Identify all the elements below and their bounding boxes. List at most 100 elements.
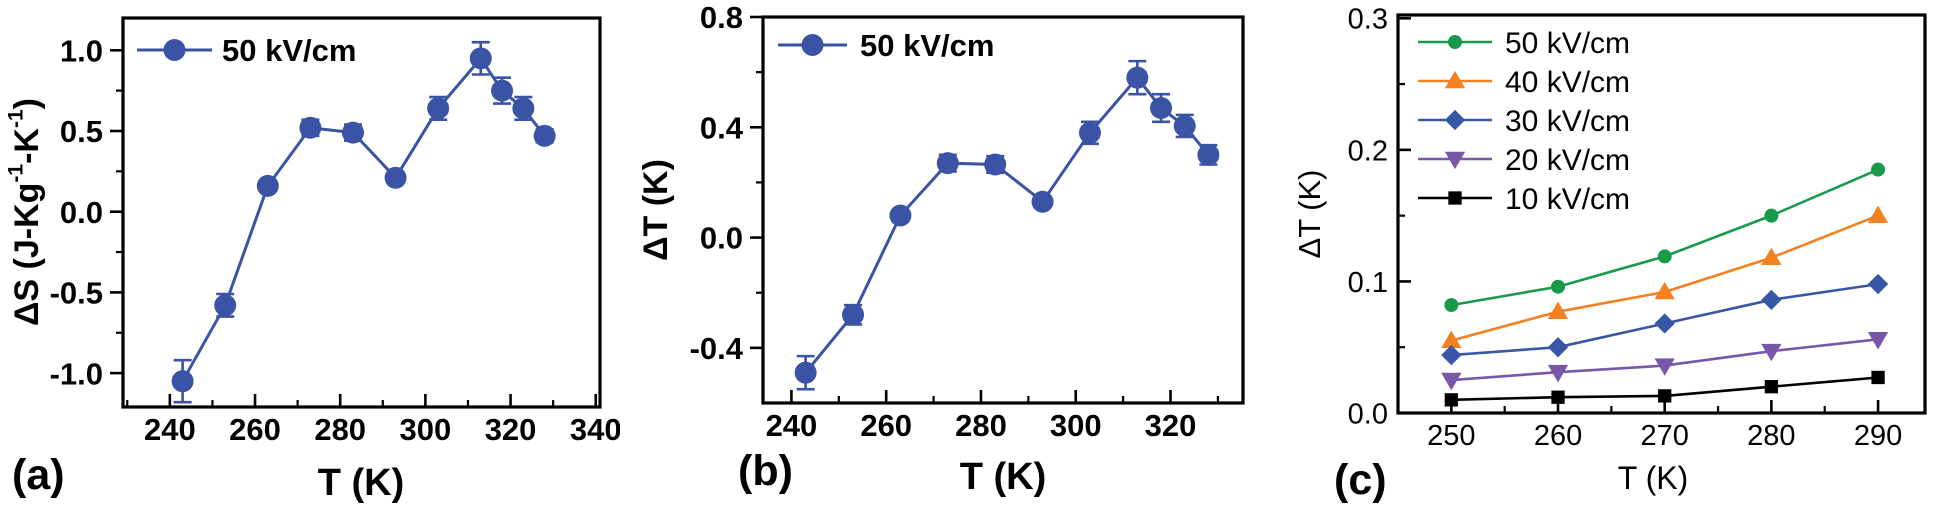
x-tick-label: 240 <box>144 412 196 447</box>
triangle-up-marker <box>1444 70 1466 89</box>
legend: 50 kV/cm 40 kV/cm 30 kV/cm 20 kV/cm 10 kV/cm <box>1418 27 1630 216</box>
circle-marker <box>889 204 912 227</box>
triangle-down-marker <box>1441 372 1462 391</box>
series-40-kv-cm <box>1441 205 1889 348</box>
square-marker <box>1448 191 1462 205</box>
legend-label: 10 kV/cm <box>1505 183 1630 216</box>
triangle-down-marker <box>1444 151 1466 170</box>
square-marker <box>1764 380 1779 394</box>
circle-marker <box>256 174 279 197</box>
y-tick-label: 0.8 <box>700 0 743 35</box>
circle-marker <box>1871 162 1886 177</box>
y-axis-title: ΔS (J-Kg-1-K-1) <box>5 98 46 326</box>
x-axis-title: T (K) <box>1618 460 1689 496</box>
circle-marker <box>1448 35 1462 49</box>
circle-marker <box>163 39 186 61</box>
diamond-marker <box>1654 313 1675 334</box>
triangle-down-marker <box>1867 332 1889 350</box>
x-tick-label: 260 <box>860 408 912 443</box>
triangle-up-marker <box>1867 205 1889 223</box>
chart-a-entropy-change: 240 260 280 300 320 340 1.0 0.5 0.0 -0.5 -1.0 50 kV… <box>5 16 620 504</box>
x-tick-label: 320 <box>1145 408 1197 443</box>
circle-marker <box>1126 66 1149 89</box>
circle-marker <box>299 116 322 139</box>
diamond-marker <box>1444 109 1466 131</box>
circle-marker <box>1657 249 1672 264</box>
legend-label: 40 kV/cm <box>1505 66 1630 99</box>
circle-marker <box>533 124 556 147</box>
y-tick-label: -1.0 <box>50 356 103 391</box>
circle-marker <box>1197 143 1220 166</box>
y-axis-title: ΔT (K) <box>637 159 675 261</box>
panel-letter: (a) <box>12 451 65 499</box>
series-20-kv-cm <box>1441 332 1889 391</box>
triangle-up-marker <box>1654 281 1675 300</box>
y-axis: 0.8 0.4 0.0 -0.4 <box>690 0 763 366</box>
circle-marker <box>1173 114 1196 137</box>
legend: 50 kV/cm <box>778 28 994 63</box>
plot-frame <box>1396 13 1927 415</box>
x-tick-label: 280 <box>1747 420 1795 452</box>
circle-marker <box>1150 96 1173 119</box>
legend: 50 kV/cm <box>137 33 356 68</box>
y-tick-label: 0.0 <box>60 195 103 230</box>
triangle-up-marker <box>1441 330 1462 348</box>
x-tick-label: 300 <box>1050 408 1102 443</box>
legend-label: 50 kV/cm <box>1505 27 1630 60</box>
legend-label: 50 kV/cm <box>222 33 356 68</box>
x-tick-label: 240 <box>766 408 818 443</box>
series-50-kv-cm <box>171 40 556 404</box>
triangle-down-marker <box>1547 364 1569 383</box>
triangle-down-marker <box>1761 343 1782 362</box>
y-tick-label: 0.0 <box>700 221 743 256</box>
chart-b-temperature-change: 240 260 280 300 320 0.8 0.4 0.0 -0.4 50 kV/cm T (K… <box>637 0 1245 498</box>
y-axis: 0.3 0.2 0.1 0.0 <box>1348 4 1411 430</box>
x-tick-label: 320 <box>485 412 537 447</box>
x-axis: 250 260 270 280 290 <box>1427 400 1902 452</box>
x-axis: 240 260 280 300 320 340 <box>126 394 620 447</box>
chart-c-temperature-change-fields: 250 260 270 280 290 0.3 0.2 0.1 0.0 50 kV/cm 40 kV… <box>1292 4 1927 504</box>
square-marker <box>1871 370 1885 385</box>
circle-marker <box>214 294 237 317</box>
circle-marker <box>842 303 865 326</box>
legend-label: 20 kV/cm <box>1505 144 1630 177</box>
circle-marker <box>512 97 535 120</box>
y-axis-title: ΔT (K) <box>1292 169 1327 258</box>
x-axis-title: T (K) <box>960 456 1047 498</box>
diamond-marker <box>1867 273 1889 295</box>
plot-frame <box>121 16 602 409</box>
circle-marker <box>1444 298 1459 313</box>
y-tick-label: -0.4 <box>690 331 744 366</box>
circle-marker <box>1031 190 1054 213</box>
y-tick-label: 1.0 <box>60 33 103 68</box>
x-tick-label: 270 <box>1641 420 1689 452</box>
x-tick-label: 290 <box>1854 420 1902 452</box>
x-tick-label: 280 <box>955 408 1007 443</box>
circle-marker <box>427 97 450 120</box>
circle-marker <box>1078 121 1101 144</box>
circle-marker <box>1551 279 1566 294</box>
x-tick-label: 260 <box>229 412 281 447</box>
y-tick-label: 0.4 <box>700 110 744 145</box>
diamond-marker <box>1547 337 1569 358</box>
x-tick-label: 280 <box>314 412 366 447</box>
circle-marker <box>341 121 364 144</box>
y-tick-label: 0.1 <box>1348 267 1388 299</box>
x-tick-label: 300 <box>400 412 452 447</box>
circle-marker <box>171 370 194 393</box>
y-tick-label: 0.0 <box>1348 398 1388 430</box>
circle-marker <box>384 166 407 189</box>
y-tick-label: 0.2 <box>1348 135 1388 167</box>
square-marker <box>1658 389 1672 403</box>
legend-label: 50 kV/cm <box>860 28 994 63</box>
x-tick-label: 340 <box>570 412 620 447</box>
x-tick-label: 250 <box>1427 420 1475 452</box>
series-10-kv-cm <box>1444 370 1885 407</box>
panel-letter: (c) <box>1334 456 1387 504</box>
series-50-kv-cm <box>794 59 1220 391</box>
series-50-kv-cm <box>1444 162 1886 313</box>
square-marker <box>1444 393 1458 407</box>
circle-marker <box>1764 208 1779 223</box>
circle-marker <box>794 361 817 384</box>
